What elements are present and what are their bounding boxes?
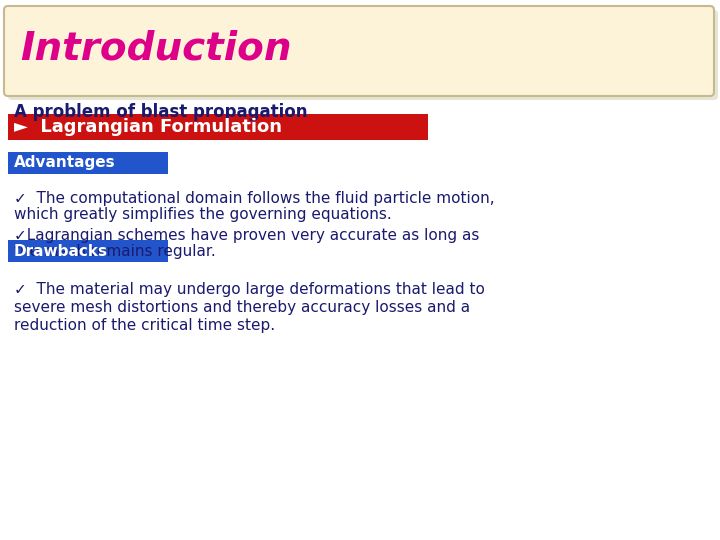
Text: severe mesh distortions and thereby accuracy losses and a: severe mesh distortions and thereby accu… — [14, 300, 470, 315]
FancyBboxPatch shape — [8, 10, 718, 100]
Text: ►  Lagrangian Formulation: ► Lagrangian Formulation — [14, 118, 282, 136]
Text: reduction of the critical time step.: reduction of the critical time step. — [14, 318, 275, 333]
Text: ✓  The computational domain follows the fluid particle motion,: ✓ The computational domain follows the f… — [14, 191, 495, 206]
FancyBboxPatch shape — [8, 114, 428, 140]
Text: A problem of blast propagation: A problem of blast propagation — [14, 103, 307, 121]
Text: Advantages: Advantages — [14, 156, 116, 171]
FancyBboxPatch shape — [4, 6, 714, 96]
Text: ✓  The material may undergo large deformations that lead to: ✓ The material may undergo large deforma… — [14, 282, 485, 297]
Text: Introduction: Introduction — [20, 30, 292, 68]
Text: ✓Lagrangian schemes have proven very accurate as long as: ✓Lagrangian schemes have proven very acc… — [14, 228, 480, 243]
Text: which greatly simplifies the governing equations.: which greatly simplifies the governing e… — [14, 207, 392, 222]
FancyBboxPatch shape — [8, 240, 168, 262]
FancyBboxPatch shape — [8, 152, 168, 174]
Text: Drawbacks: Drawbacks — [14, 244, 108, 259]
Text: the mesh remains regular.: the mesh remains regular. — [14, 244, 216, 259]
